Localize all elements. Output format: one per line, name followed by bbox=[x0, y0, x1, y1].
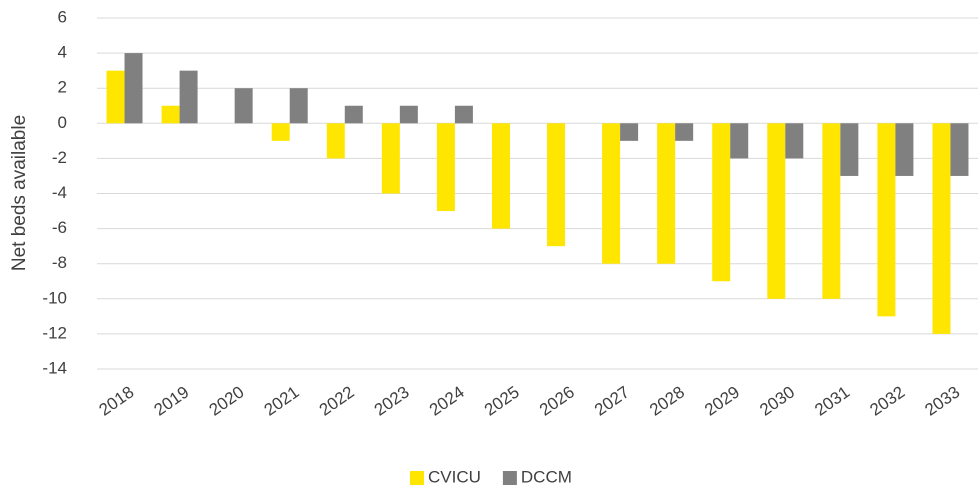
legend-swatch bbox=[410, 471, 424, 485]
bar bbox=[381, 123, 400, 194]
x-tick-label: 2024 bbox=[426, 382, 468, 419]
y-tick-label: -2 bbox=[52, 148, 67, 167]
legend-swatch bbox=[502, 471, 517, 485]
bar bbox=[106, 70, 125, 124]
x-tick-label: 2033 bbox=[921, 382, 963, 419]
x-tick-label: 2031 bbox=[811, 382, 853, 419]
x-tick-label: 2027 bbox=[591, 382, 633, 419]
y-tick-label: -8 bbox=[52, 253, 67, 272]
x-tick-label: 2021 bbox=[261, 382, 303, 419]
bar bbox=[289, 88, 308, 124]
x-tick-label: 2025 bbox=[481, 382, 523, 419]
bar bbox=[712, 123, 731, 282]
bar bbox=[454, 105, 473, 124]
bar bbox=[822, 123, 841, 299]
y-tick-label: 2 bbox=[58, 78, 67, 97]
bar bbox=[602, 123, 621, 264]
bar bbox=[767, 123, 786, 299]
bar bbox=[491, 123, 510, 229]
bar bbox=[124, 53, 143, 124]
legend-label: CVICU bbox=[428, 467, 481, 486]
bar bbox=[675, 123, 694, 141]
y-tick-label: 0 bbox=[58, 113, 67, 132]
x-tick-label: 2022 bbox=[316, 382, 358, 419]
bar bbox=[657, 123, 676, 264]
legend-label: DCCM bbox=[521, 467, 572, 486]
bar bbox=[547, 123, 566, 247]
bar bbox=[179, 70, 198, 124]
x-tick-label: 2029 bbox=[701, 382, 743, 419]
x-tick-label: 2020 bbox=[206, 382, 248, 419]
y-tick-label: 6 bbox=[58, 7, 67, 26]
bar bbox=[234, 88, 253, 124]
y-tick-label: -14 bbox=[42, 358, 67, 377]
x-tick-label: 2030 bbox=[756, 382, 798, 419]
bar bbox=[271, 123, 290, 141]
bar bbox=[895, 123, 914, 176]
x-tick-label: 2026 bbox=[536, 382, 578, 419]
bar bbox=[344, 105, 363, 124]
y-tick-label: -6 bbox=[52, 218, 67, 237]
bar bbox=[877, 123, 896, 317]
y-tick-label: 4 bbox=[58, 43, 67, 62]
bar bbox=[161, 105, 180, 124]
bar bbox=[730, 123, 749, 159]
x-tick-label: 2032 bbox=[866, 382, 908, 419]
y-axis-title: Net beds available bbox=[9, 115, 30, 271]
y-tick-label: -4 bbox=[52, 183, 67, 202]
bar bbox=[326, 123, 345, 159]
x-tick-label: 2028 bbox=[646, 382, 688, 419]
x-tick-label: 2023 bbox=[371, 382, 413, 419]
x-tick-label: 2018 bbox=[96, 382, 138, 419]
bar bbox=[436, 123, 455, 212]
bar bbox=[620, 123, 639, 141]
bar bbox=[399, 105, 418, 124]
bar bbox=[950, 123, 969, 176]
bar bbox=[785, 123, 804, 159]
bar bbox=[932, 123, 951, 334]
bar bbox=[840, 123, 859, 176]
x-tick-label: 2019 bbox=[151, 382, 193, 419]
y-tick-label: -12 bbox=[42, 323, 67, 342]
y-tick-label: -10 bbox=[42, 288, 67, 307]
